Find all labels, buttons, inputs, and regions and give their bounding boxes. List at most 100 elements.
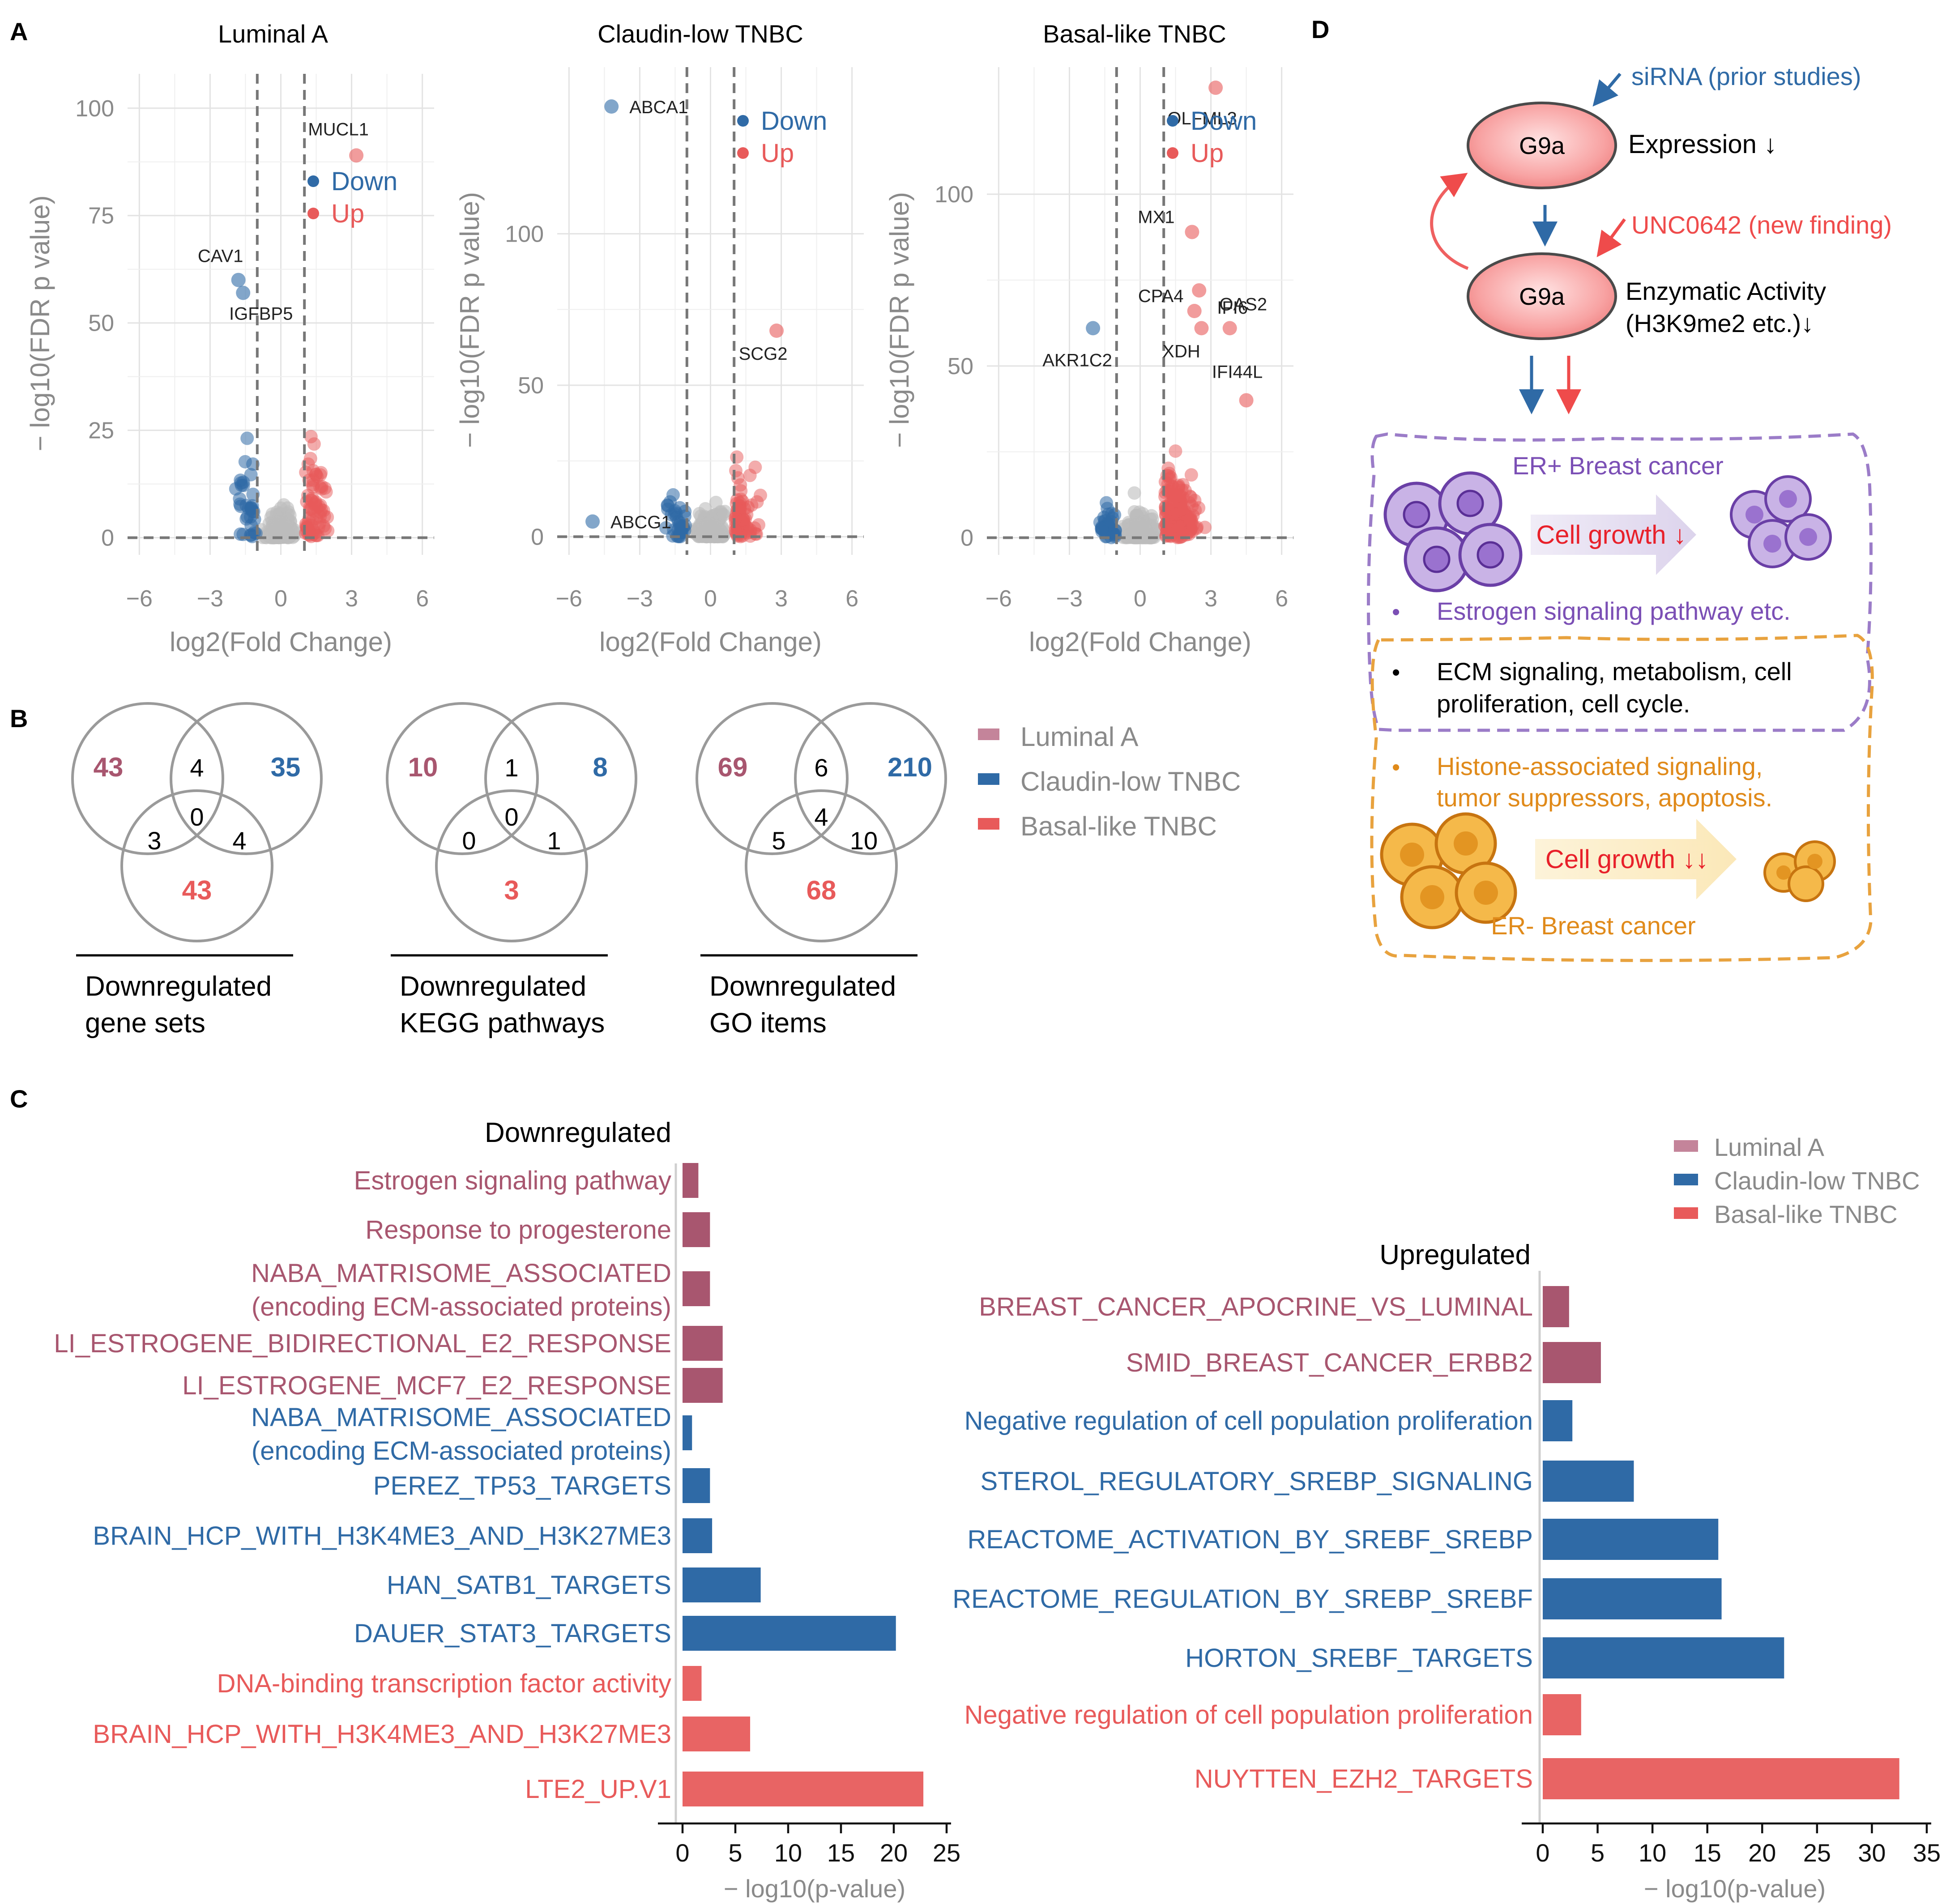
x-tick-label: 3 [345,586,358,612]
panel-a-label: A [10,17,28,46]
point-up [733,528,747,542]
point-up [730,450,744,464]
venn-count-ac: 0 [462,826,476,855]
point-labeled [1208,81,1223,95]
bar-claudin [1543,1519,1719,1560]
legend-dot-down [307,175,319,187]
expression-text: Expression ↓ [1628,130,1777,159]
venn-count-a: 69 [718,752,748,782]
legend-swatch-luminal [978,728,999,740]
x-tick-label: 25 [1803,1839,1831,1867]
venn-count-ab: 4 [190,754,204,782]
point-down [1105,531,1118,545]
point-label: IFI6 [1217,298,1248,318]
x-tick-label: 6 [416,586,429,612]
point-nonsig [1144,523,1158,537]
y-axis-label: − log10(FDR p value) [884,192,914,448]
legend-dot-down [737,115,749,127]
x-tick-label: 5 [1591,1839,1605,1867]
x-tick-label: 30 [1858,1839,1886,1867]
growth-text-er-neg: Cell growth ↓↓ [1545,845,1708,874]
panel-d-label: D [1311,15,1329,43]
point-up [318,481,332,495]
bullet-3-text-b: tumor suppressors, apoptosis. [1437,784,1772,812]
volcano-title: Basal-like TNBC [1043,20,1226,48]
bar-label-sub: (encoding ECM-associated proteins) [252,1436,671,1465]
venn-count-c: 3 [504,875,519,905]
bullet-2-mark: • [1392,660,1400,686]
point-up [307,437,321,451]
legend-claudin: Claudin-low TNBC [1714,1167,1920,1195]
activity-text-1: Enzymatic Activity [1626,277,1826,305]
venn-circle-c [120,789,273,942]
bar-claudin [683,1415,692,1450]
venn-circle-a [696,702,849,855]
point-label: OAS2 [1219,294,1267,314]
er-positive-cells-icon [1383,471,1523,592]
bar-luminal [683,1163,699,1198]
venn-circle-a [71,702,224,855]
venn-circle-b [170,702,323,855]
point-up [303,501,316,515]
legend-dot-up [307,208,319,219]
bar-label: LI_ESTROGENE_MCF7_E2_RESPONSE [182,1371,671,1400]
point-label: AKR1C2 [1042,350,1112,370]
venn-count-a: 43 [94,752,124,782]
point-labeled [604,99,619,114]
venn-circle-a [386,702,539,855]
venn-caption-1: Downregulated [709,971,896,1002]
bar-label: NUYTTEN_EZH2_TARGETS [1195,1764,1533,1793]
bar-claudin [683,1616,896,1651]
y-tick-label: 75 [88,203,114,229]
x-axis-label: − log10(p-value) [724,1874,905,1903]
point-labeled [1194,321,1209,336]
venn-count-abc: 0 [190,803,204,831]
point-up [1186,509,1200,523]
y-tick-label: 25 [88,418,114,444]
x-tick-label: 5 [728,1839,742,1867]
point-up [1198,520,1212,534]
g9a-node-expression [1467,102,1617,189]
legend-swatch-basal [978,818,999,830]
venn-count-abc: 4 [814,803,828,831]
er-negative-cells-small-icon [1763,840,1836,902]
legend-claudin: Claudin-low TNBC [1020,767,1241,797]
point-up [729,464,743,477]
bar-label: STEROL_REGULATORY_SREBP_SIGNALING [980,1467,1533,1496]
point-down [240,431,254,445]
venn-count-bc: 1 [547,826,561,855]
bar-label: Estrogen signaling pathway [354,1166,671,1195]
volcano-title: Claudin-low TNBC [597,20,803,48]
venn-caption-1: Downregulated [85,971,272,1002]
point-label: ABCA1 [629,98,688,117]
x-tick-label: 3 [1204,586,1217,612]
volcano-claudin-low: Claudin-low TNBC −6 −3 0 3 6 0 50 100 log2(Fold C… [455,20,864,657]
point-nonsig [1127,486,1141,500]
feedback-arrow [1430,173,1469,270]
chart-title: Downregulated [485,1117,671,1148]
unc0642-arrow [1596,218,1626,257]
x-tick-label: 6 [1275,586,1288,612]
point-labeled [1222,321,1237,336]
point-up [754,488,768,502]
bar-label: DNA-binding transcription factor activit… [217,1669,671,1698]
point-labeled [585,514,600,529]
venn-count-b: 210 [888,752,932,782]
point-labeled [1239,393,1254,408]
bullet-3-mark: • [1392,754,1400,780]
legend-label-down: Down [761,106,827,136]
bar-label: LI_ESTROGENE_BIDIRECTIONAL_E2_RESPONSE [54,1329,671,1358]
legend-swatch-basal [1674,1207,1698,1219]
bullet-2-text-a: ECM signaling, metabolism, cell [1437,657,1792,686]
panel-d: D siRNA (prior studies) G9a Expression ↓… [1311,15,1892,962]
bar-luminal [683,1368,723,1403]
bullet-2-text-b: proliferation, cell cycle. [1437,690,1690,718]
point-up [748,460,762,474]
er-negative-cells-icon [1380,812,1517,929]
x-tick-label: 20 [880,1839,908,1867]
y-tick-label: 0 [531,524,544,550]
point-up [1176,478,1190,492]
panel-b-label: B [10,704,28,733]
